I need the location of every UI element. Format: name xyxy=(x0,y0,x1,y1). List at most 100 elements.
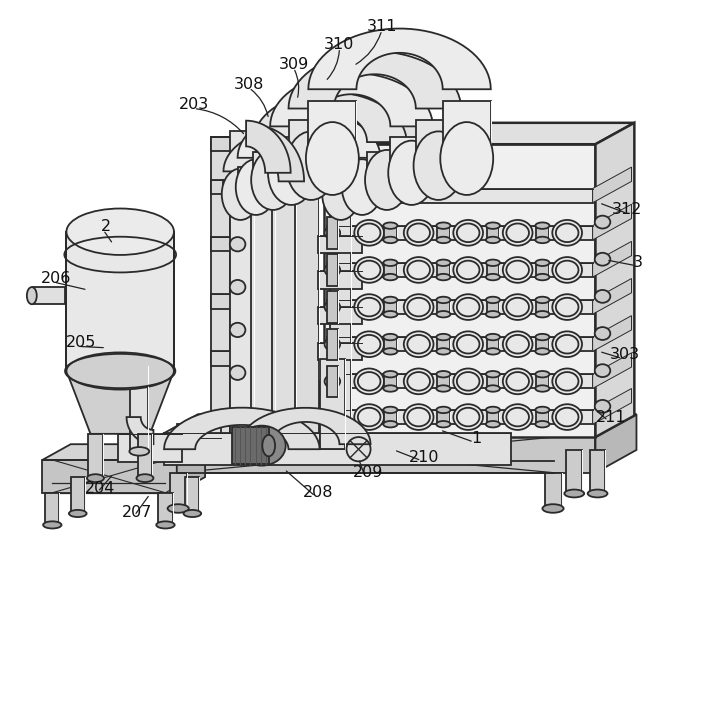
Polygon shape xyxy=(241,408,371,445)
Polygon shape xyxy=(327,366,338,397)
Polygon shape xyxy=(593,353,631,389)
Text: 1: 1 xyxy=(471,431,482,446)
Ellipse shape xyxy=(324,300,340,313)
Polygon shape xyxy=(288,52,461,108)
Polygon shape xyxy=(437,374,449,389)
Ellipse shape xyxy=(437,311,450,318)
Polygon shape xyxy=(367,152,407,180)
Ellipse shape xyxy=(383,311,398,318)
Text: 311: 311 xyxy=(366,19,397,34)
Polygon shape xyxy=(158,493,173,524)
Ellipse shape xyxy=(354,369,384,394)
Ellipse shape xyxy=(437,274,450,280)
Ellipse shape xyxy=(354,294,384,320)
Ellipse shape xyxy=(383,407,398,413)
Ellipse shape xyxy=(383,334,398,341)
Ellipse shape xyxy=(535,260,550,266)
Polygon shape xyxy=(437,263,449,277)
Polygon shape xyxy=(327,410,593,424)
Text: 204: 204 xyxy=(85,481,116,496)
Ellipse shape xyxy=(453,331,483,357)
Polygon shape xyxy=(238,167,274,187)
Ellipse shape xyxy=(486,297,500,303)
Polygon shape xyxy=(324,144,596,437)
Text: 203: 203 xyxy=(179,98,209,113)
Polygon shape xyxy=(320,358,345,450)
Ellipse shape xyxy=(324,227,340,239)
Polygon shape xyxy=(211,351,266,366)
Polygon shape xyxy=(230,131,254,437)
Ellipse shape xyxy=(324,375,340,388)
Ellipse shape xyxy=(486,260,500,266)
Ellipse shape xyxy=(230,366,246,380)
Polygon shape xyxy=(593,204,631,240)
Ellipse shape xyxy=(486,222,500,229)
Polygon shape xyxy=(253,152,293,180)
Text: 312: 312 xyxy=(612,202,643,217)
Ellipse shape xyxy=(286,131,336,200)
Polygon shape xyxy=(177,445,205,493)
Polygon shape xyxy=(308,29,491,89)
Polygon shape xyxy=(590,450,606,493)
Ellipse shape xyxy=(404,369,434,394)
Ellipse shape xyxy=(437,297,450,303)
Polygon shape xyxy=(256,125,304,181)
Ellipse shape xyxy=(354,404,384,430)
Ellipse shape xyxy=(136,474,153,482)
Polygon shape xyxy=(593,315,631,351)
Ellipse shape xyxy=(383,371,398,377)
Ellipse shape xyxy=(263,435,275,456)
Polygon shape xyxy=(327,255,338,285)
Ellipse shape xyxy=(535,222,550,229)
Polygon shape xyxy=(536,337,549,351)
Polygon shape xyxy=(330,130,351,437)
Polygon shape xyxy=(308,101,356,158)
Polygon shape xyxy=(238,111,381,158)
Ellipse shape xyxy=(535,297,550,303)
Ellipse shape xyxy=(183,510,201,517)
Ellipse shape xyxy=(503,369,532,394)
Ellipse shape xyxy=(437,222,450,229)
Polygon shape xyxy=(224,128,358,171)
Polygon shape xyxy=(327,328,338,360)
Ellipse shape xyxy=(564,490,584,498)
Ellipse shape xyxy=(437,385,450,391)
Ellipse shape xyxy=(222,168,259,220)
Polygon shape xyxy=(295,131,319,437)
Text: 3: 3 xyxy=(633,255,643,270)
Ellipse shape xyxy=(453,369,483,394)
Ellipse shape xyxy=(552,257,582,282)
Polygon shape xyxy=(384,226,397,240)
Ellipse shape xyxy=(413,131,464,200)
Ellipse shape xyxy=(535,421,550,427)
Polygon shape xyxy=(229,151,248,419)
Polygon shape xyxy=(384,300,397,314)
Polygon shape xyxy=(212,137,230,437)
Ellipse shape xyxy=(342,159,382,215)
Polygon shape xyxy=(88,434,102,478)
Ellipse shape xyxy=(404,220,434,246)
Polygon shape xyxy=(593,242,631,277)
Ellipse shape xyxy=(552,404,582,430)
Polygon shape xyxy=(327,189,593,203)
Ellipse shape xyxy=(354,220,384,246)
Ellipse shape xyxy=(542,504,564,513)
Ellipse shape xyxy=(437,348,450,355)
Polygon shape xyxy=(138,434,152,478)
Polygon shape xyxy=(211,180,266,194)
Polygon shape xyxy=(486,226,499,240)
Polygon shape xyxy=(593,389,631,424)
Ellipse shape xyxy=(535,407,550,413)
Text: 210: 210 xyxy=(409,450,439,465)
Polygon shape xyxy=(33,287,65,304)
Polygon shape xyxy=(67,371,174,434)
Text: 206: 206 xyxy=(41,271,72,286)
Polygon shape xyxy=(45,493,60,524)
Polygon shape xyxy=(164,408,320,450)
Polygon shape xyxy=(437,410,449,424)
Ellipse shape xyxy=(251,150,295,210)
Polygon shape xyxy=(486,410,499,424)
Ellipse shape xyxy=(595,290,611,303)
Ellipse shape xyxy=(486,237,500,243)
Ellipse shape xyxy=(404,404,434,430)
